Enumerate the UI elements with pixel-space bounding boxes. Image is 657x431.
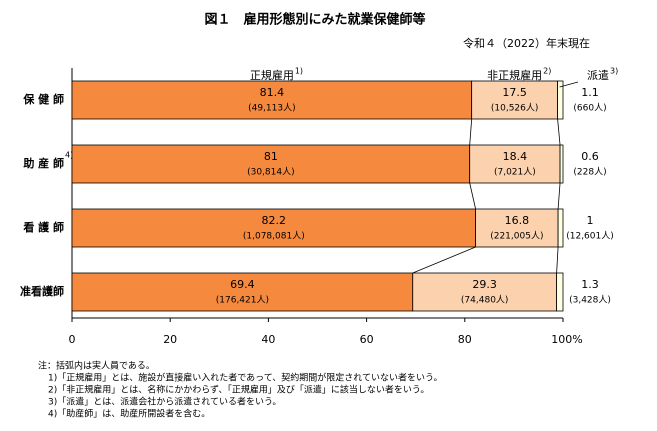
connector <box>412 246 476 274</box>
value-label: 81.4 <box>260 86 285 99</box>
connector <box>557 182 561 210</box>
count-label: (176,421人) <box>216 295 269 306</box>
legend-note: 3) <box>610 67 618 76</box>
x-tick-label: 40 <box>261 333 275 346</box>
subtitle: 令和４（2022）年末現在 <box>463 36 590 50</box>
value-label: 16.8 <box>505 214 530 227</box>
value-label: 1.1 <box>581 86 599 99</box>
chart-title: 図１ 雇用形態別にみた就業保健師等 <box>204 12 425 28</box>
x-tick-label: 60 <box>360 333 374 346</box>
count-label: (1,078,081人) <box>243 231 305 242</box>
x-tick-label: 100% <box>551 333 582 346</box>
connector <box>469 118 473 146</box>
count-label: (7,021人) <box>494 167 536 178</box>
connector <box>557 118 561 146</box>
legend-label: 非正規雇用 <box>487 68 542 82</box>
bar-segment <box>559 144 564 184</box>
count-label: (10,526人) <box>491 103 539 114</box>
count-label: (12,601人) <box>566 231 614 242</box>
legend-note: 1) <box>295 67 303 76</box>
value-label: 29.3 <box>472 278 497 291</box>
connector <box>469 182 476 210</box>
value-label: 17.5 <box>502 86 527 99</box>
bar-segment <box>71 80 473 120</box>
footnote: 4)「助産師」は、助産所開設者を含む。 <box>48 408 210 420</box>
value-label: 82.2 <box>262 214 287 227</box>
bar-segment <box>557 208 564 248</box>
count-label: (221,005人) <box>490 231 543 242</box>
category-label: 保 健 師 <box>22 92 64 106</box>
bar-segment <box>556 272 564 312</box>
value-label: 1.3 <box>581 278 599 291</box>
legend-label: 正規雇用 <box>250 68 294 82</box>
value-label: 81 <box>264 150 278 163</box>
category-note: 4) <box>65 151 73 160</box>
footnote: 1)「正規雇用」とは、施設が直接雇い入れた者であって、契約期間が限定されていない… <box>48 372 442 384</box>
x-tick-label: 80 <box>458 333 472 346</box>
category-label: 看 護 師 <box>23 220 64 234</box>
value-label: 0.6 <box>581 150 599 163</box>
bar-segment <box>71 208 477 248</box>
bar-segment <box>71 144 471 184</box>
footnote: 注：括弧内は実人員である。 <box>38 360 155 372</box>
count-label: (228人) <box>573 167 606 178</box>
count-label: (30,814人) <box>247 167 295 178</box>
x-tick-label: 20 <box>163 333 177 346</box>
connector <box>556 246 559 274</box>
value-label: 69.4 <box>230 278 255 291</box>
value-label: 18.4 <box>503 150 528 163</box>
x-tick-label: 0 <box>69 333 76 346</box>
value-label: 1 <box>587 214 594 227</box>
bar-segment <box>412 272 558 312</box>
bar-segment <box>471 80 558 120</box>
legend-leader <box>559 81 579 88</box>
bar-segment <box>71 272 414 312</box>
footnote: 2)「非正規雇用」とは、名称にかかわらず、「正規雇用」及び「派遣」に該当しない者… <box>48 384 429 396</box>
bar-segment <box>469 144 561 184</box>
legend-label: 派遣 <box>587 68 609 82</box>
category-label: 助 産 師 <box>23 156 64 170</box>
category-label: 准看護師 <box>20 284 64 298</box>
footnote: 3)「派遣」とは、派遣会社から派遣されている者をいう。 <box>48 396 281 408</box>
legend-note: 2) <box>543 67 551 76</box>
count-label: (660人) <box>573 103 606 114</box>
bar-segment <box>557 80 564 120</box>
count-label: (3,428人) <box>569 295 611 306</box>
count-label: (49,113人) <box>248 103 296 114</box>
bar-segment <box>475 208 559 248</box>
count-label: (74,480人) <box>461 295 509 306</box>
